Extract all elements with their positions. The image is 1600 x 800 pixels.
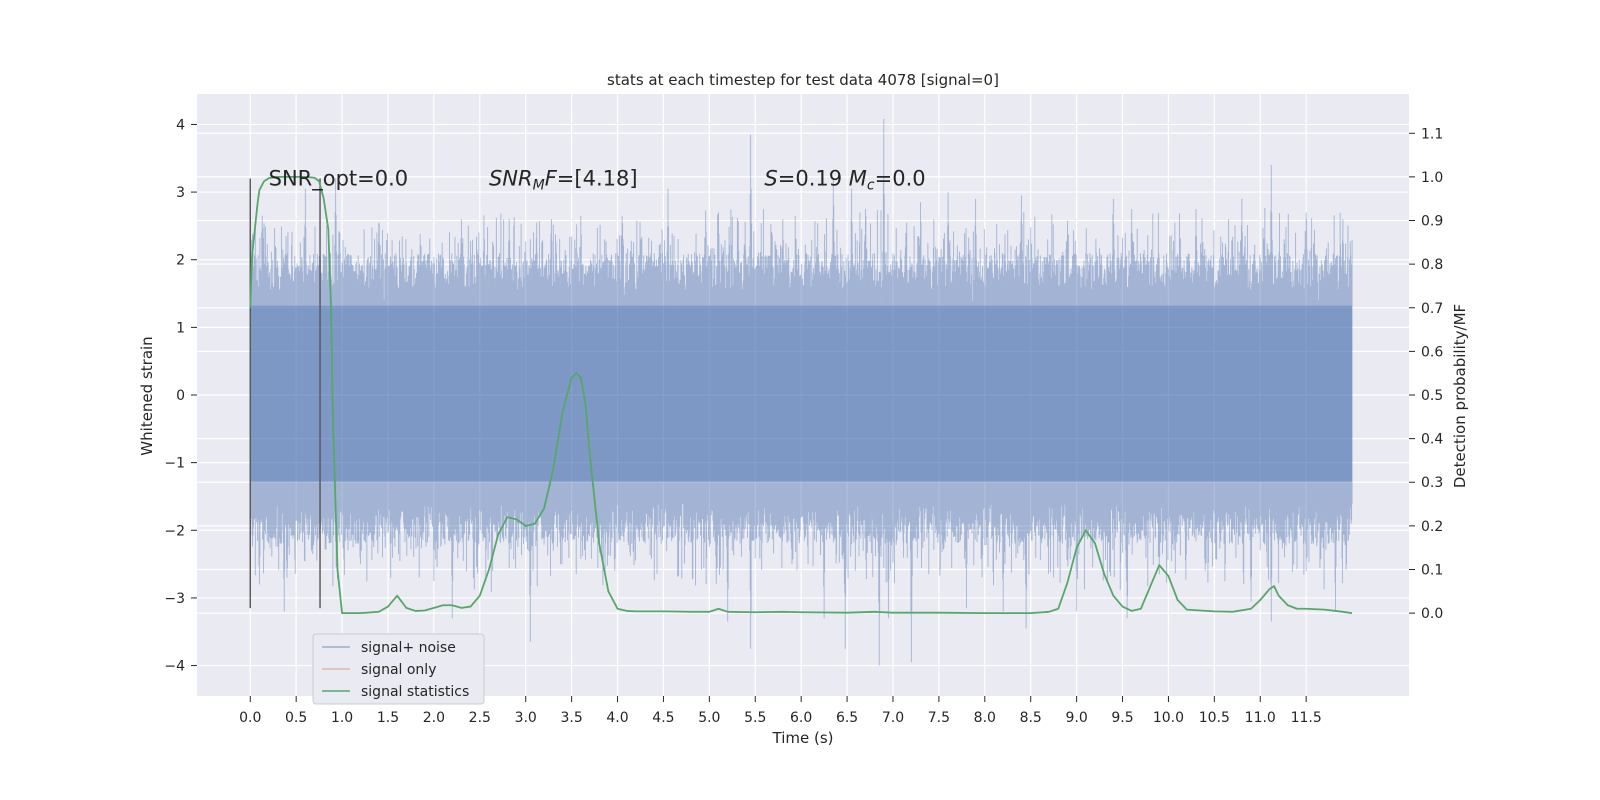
legend: signal+ noise signal only signal statist… bbox=[312, 633, 485, 705]
annotation-2-part: S bbox=[764, 167, 777, 191]
annotation-0: SNR_opt=0.0 bbox=[269, 167, 409, 192]
x-tick-label-7.0: 7.0 bbox=[882, 710, 904, 726]
legend-label-signal-statistics: signal statistics bbox=[361, 684, 469, 700]
right-tick-label-0.5: 0.5 bbox=[1421, 388, 1443, 404]
noise-series bbox=[249, 119, 1353, 666]
x-tick-label-2.5: 2.5 bbox=[469, 710, 491, 726]
x-tick-label-3.0: 3.0 bbox=[515, 710, 537, 726]
annotation-2-part: c bbox=[867, 178, 875, 194]
left-tick-label-3: 3 bbox=[176, 185, 185, 201]
x-axis-title: Time (s) bbox=[772, 729, 834, 747]
annotations: SNR_opt=0.0 SNRMF=[4.18] S=0.19 Mc=0.0 bbox=[269, 167, 926, 194]
annotation-2-part: =0.19 bbox=[778, 167, 849, 191]
annotation-2-part: M bbox=[849, 167, 867, 191]
x-tick-label-1.0: 1.0 bbox=[331, 710, 353, 726]
annotation-0-part: SNR_opt=0.0 bbox=[269, 167, 409, 192]
left-axis-title: Whitened strain bbox=[138, 336, 156, 455]
x-tick-label-4.0: 4.0 bbox=[606, 710, 628, 726]
right-tick-label-0.8: 0.8 bbox=[1421, 257, 1443, 273]
x-tick-label-11.5: 11.5 bbox=[1291, 710, 1322, 726]
annotation-2: S=0.19 Mc=0.0 bbox=[764, 167, 925, 194]
x-tick-label-0.5: 0.5 bbox=[285, 710, 307, 726]
x-tick-label-0.0: 0.0 bbox=[239, 710, 261, 726]
right-tick-label-0.3: 0.3 bbox=[1421, 475, 1443, 491]
annotation-1-part: SNR bbox=[489, 167, 533, 191]
right-tick-label-0.9: 0.9 bbox=[1421, 214, 1443, 230]
annotation-1-part: M bbox=[533, 178, 545, 194]
right-tick-label-0.4: 0.4 bbox=[1421, 432, 1443, 448]
legend-box bbox=[312, 633, 485, 705]
left-tick-label-1: 1 bbox=[176, 320, 185, 336]
left-tick-label-2: 2 bbox=[176, 253, 185, 269]
x-tick-label-3.5: 3.5 bbox=[560, 710, 582, 726]
left-tick-label-4: 4 bbox=[176, 117, 185, 133]
x-tick-label-9.0: 9.0 bbox=[1065, 710, 1087, 726]
annotation-1-part: F bbox=[545, 167, 558, 191]
x-tick-label-5.5: 5.5 bbox=[744, 710, 766, 726]
left-tick-label-−2: −2 bbox=[164, 523, 185, 539]
x-tick-label-8.5: 8.5 bbox=[1020, 710, 1042, 726]
vertical-markers bbox=[249, 178, 321, 609]
chart-title: stats at each timestep for test data 407… bbox=[607, 71, 999, 89]
x-tick-label-6.5: 6.5 bbox=[836, 710, 858, 726]
left-tick-label-0: 0 bbox=[176, 388, 185, 404]
right-tick-label-0.0: 0.0 bbox=[1421, 606, 1443, 622]
x-axis-ticks: 0.0 0.5 1.0 1.5 2.0 2.5 3.0 3.5 4.0 4.5 5.0 5.5 6.0 6… bbox=[239, 696, 1322, 726]
left-tick-label-−1: −1 bbox=[164, 456, 185, 472]
annotation-1-part: =[4.18] bbox=[557, 167, 638, 191]
x-tick-label-9.5: 9.5 bbox=[1111, 710, 1133, 726]
right-tick-label-1.1: 1.1 bbox=[1421, 126, 1443, 142]
right-tick-label-0.7: 0.7 bbox=[1421, 301, 1443, 317]
right-tick-label-0.2: 0.2 bbox=[1421, 519, 1443, 535]
right-tick-label-0.1: 0.1 bbox=[1421, 562, 1443, 578]
signal-statistics-series bbox=[249, 175, 1353, 615]
x-tick-label-8.0: 8.0 bbox=[974, 710, 996, 726]
x-tick-label-2.0: 2.0 bbox=[423, 710, 445, 726]
right-tick-label-1.0: 1.0 bbox=[1421, 170, 1443, 186]
x-tick-label-11.0: 11.0 bbox=[1245, 710, 1276, 726]
signal-statistics-line bbox=[249, 175, 1353, 615]
x-tick-label-1.5: 1.5 bbox=[377, 710, 399, 726]
x-tick-label-6.0: 6.0 bbox=[790, 710, 812, 726]
x-tick-label-5.0: 5.0 bbox=[698, 710, 720, 726]
x-tick-label-10.0: 10.0 bbox=[1153, 710, 1184, 726]
right-tick-label-0.6: 0.6 bbox=[1421, 344, 1443, 360]
x-tick-label-4.5: 4.5 bbox=[652, 710, 674, 726]
right-axis-title: Detection probability/MF bbox=[1451, 304, 1469, 488]
noise-core-band bbox=[250, 305, 1353, 482]
x-tick-label-7.5: 7.5 bbox=[928, 710, 950, 726]
right-axis-ticks: 1.1 1.0 0.9 0.8 0.7 0.6 0.5 0.4 0.3 0.2 0.1 0.0 bbox=[1409, 126, 1443, 622]
left-tick-label-−4: −4 bbox=[164, 659, 185, 675]
annotation-1: SNRMF=[4.18] bbox=[489, 167, 638, 194]
annotation-2-part: =0.0 bbox=[875, 167, 926, 191]
legend-label-signal-noise: signal+ noise bbox=[361, 640, 456, 656]
x-tick-label-10.5: 10.5 bbox=[1199, 710, 1230, 726]
left-axis-ticks: 4 3 2 1 0 −1 −2 −3 −4 bbox=[164, 117, 197, 675]
legend-label-signal-only: signal only bbox=[361, 662, 436, 678]
left-tick-label-−3: −3 bbox=[164, 591, 185, 607]
